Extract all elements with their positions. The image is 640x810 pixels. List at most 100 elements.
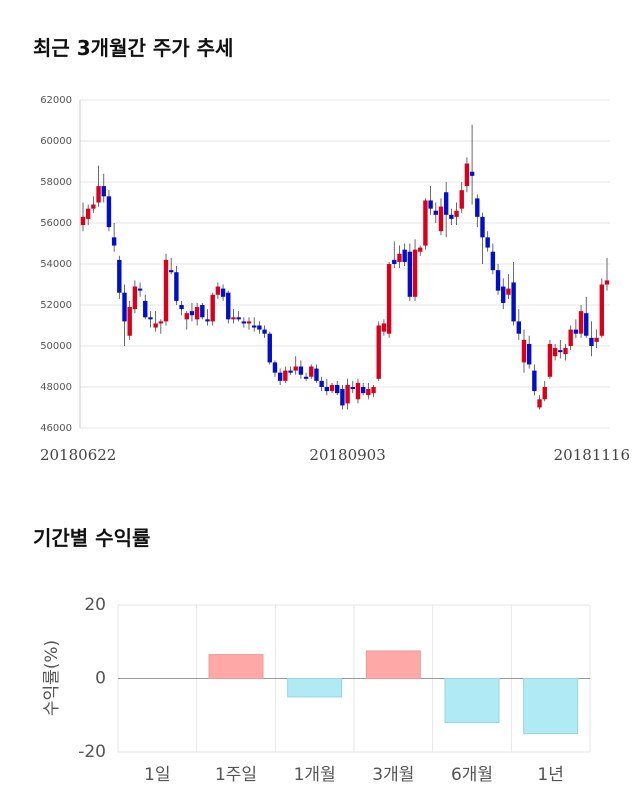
candle-body: [288, 370, 293, 373]
candle-body: [262, 329, 267, 334]
candle-body: [215, 286, 221, 295]
candle-body: [604, 280, 610, 285]
candle-body: [137, 288, 143, 291]
candle-body: [542, 387, 547, 400]
y-tick-label: 0: [95, 669, 106, 689]
candle-body: [516, 321, 522, 334]
candle-body: [283, 370, 288, 381]
y-tick-label: 60000: [40, 136, 72, 147]
x-tick-label: 1주일: [215, 765, 257, 785]
candle-body: [241, 321, 247, 324]
x-tick-label: 1일: [144, 765, 170, 785]
candle-body: [594, 337, 599, 342]
candle-body: [438, 206, 444, 232]
candle-body: [174, 272, 179, 301]
candle-body: [454, 210, 459, 217]
candle-body: [511, 282, 516, 322]
candle-body: [143, 300, 148, 318]
candle-body: [526, 343, 532, 365]
candle-body: [371, 387, 376, 394]
candle-body: [226, 292, 231, 320]
candle-body: [101, 186, 106, 197]
candle-body: [433, 210, 438, 215]
candle-body: [272, 362, 278, 373]
candle-body: [220, 288, 226, 297]
candle-body: [179, 305, 184, 310]
bar: [365, 650, 421, 679]
candle-body: [329, 384, 335, 392]
candle-body: [340, 389, 345, 406]
candle-body: [412, 249, 418, 297]
candle-body: [148, 317, 153, 320]
chart-title: 최근 3개월간 주가 추세: [33, 36, 233, 60]
candle-body: [158, 321, 164, 324]
y-tick-label: 56000: [40, 218, 72, 229]
candle-body: [480, 216, 485, 238]
candle-body: [246, 321, 252, 324]
candle-body: [521, 339, 527, 363]
candle-body: [324, 387, 330, 392]
candle-body: [392, 259, 397, 264]
candle-body: [563, 348, 568, 355]
candle-body: [469, 171, 475, 176]
candle-body: [252, 325, 257, 328]
y-tick-label: 46000: [40, 423, 72, 434]
candle-body: [407, 251, 413, 297]
bar: [444, 678, 500, 724]
candle-body: [501, 286, 506, 303]
candle-body: [189, 311, 195, 316]
candle-body: [303, 376, 309, 379]
candle-body: [298, 366, 304, 375]
candle-body: [376, 325, 381, 379]
candle-body: [552, 348, 558, 357]
x-tick-label: 1개월: [294, 765, 336, 785]
candle-body: [168, 270, 174, 273]
candle-body: [418, 247, 423, 252]
candle-body: [578, 311, 584, 334]
candle-body: [464, 163, 470, 187]
bar: [287, 678, 343, 698]
candle-body: [132, 286, 138, 310]
candle-body: [309, 366, 314, 377]
candle-body: [106, 196, 112, 228]
candle-body: [589, 337, 594, 346]
candle-body: [80, 216, 86, 226]
candle-body: [127, 307, 132, 336]
candle-body: [257, 325, 262, 330]
candle-body: [117, 259, 122, 293]
candle-body: [96, 186, 101, 203]
candle-body: [532, 370, 537, 392]
candle-body: [558, 350, 563, 353]
y-tick-label: 52000: [40, 300, 72, 311]
candle-body: [506, 288, 511, 295]
candle-body: [599, 284, 605, 336]
candle-body: [397, 253, 402, 262]
y-tick-label: 58000: [40, 177, 72, 188]
candle-body: [449, 214, 454, 219]
y-tick-label: 62000: [40, 95, 72, 106]
candle-body: [163, 259, 169, 322]
candle-body: [547, 343, 553, 377]
x-tick-label: 20180903: [309, 446, 385, 464]
candle-body: [236, 317, 241, 320]
candle-body: [355, 382, 361, 400]
x-tick-label: 3개월: [372, 765, 414, 785]
y-tick-label: 20: [84, 595, 106, 615]
candle-body: [490, 251, 496, 271]
y-tick-label: 54000: [40, 259, 72, 270]
candle-body: [210, 294, 215, 322]
candle-body: [184, 313, 189, 320]
candle-body: [573, 329, 579, 334]
x-tick-label: 6개월: [451, 765, 493, 785]
x-tick-label: 20181116: [554, 446, 630, 464]
candle-body: [366, 389, 371, 396]
candle-body: [111, 237, 117, 246]
candle-body: [231, 317, 236, 320]
candle-body: [267, 333, 272, 363]
candle-body: [314, 368, 319, 381]
bar: [523, 678, 579, 735]
candle-body: [335, 384, 340, 394]
y-tick-label: 48000: [40, 382, 72, 393]
candle-body: [122, 292, 127, 322]
x-tick-label: 1년: [537, 765, 563, 785]
